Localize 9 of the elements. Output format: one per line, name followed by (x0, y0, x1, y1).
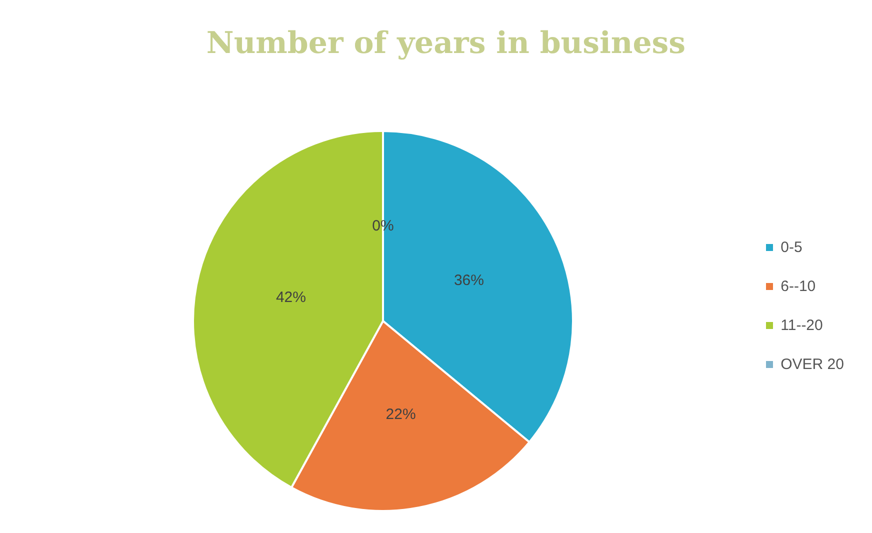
data-label: 36% (454, 272, 484, 290)
data-label: 42% (276, 288, 306, 306)
legend-label: OVER 20 (780, 356, 844, 373)
chart-title: Number of years in business (205, 25, 687, 63)
text: 0% (372, 218, 394, 234)
legend-label: 6--10 (780, 278, 816, 295)
legend-label: 0-5 (780, 239, 802, 256)
data-label: 22% (386, 406, 416, 423)
legend-label: 11--20 (780, 317, 823, 334)
